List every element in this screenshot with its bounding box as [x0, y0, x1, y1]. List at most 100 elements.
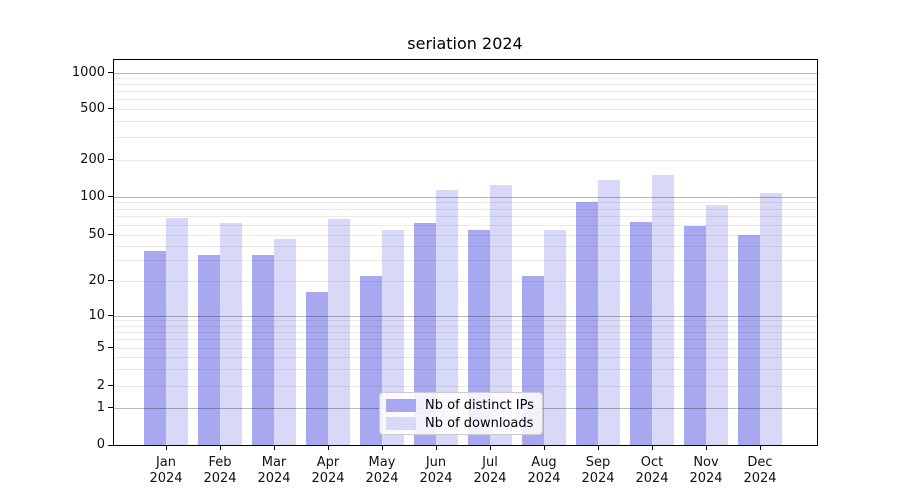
plot-area	[114, 60, 817, 445]
y-tick-mark	[108, 444, 113, 446]
bar-nb-of-downloads	[220, 222, 242, 445]
x-tick-label: Jun 2024	[419, 455, 453, 486]
bar-nb-of-distinct-ips	[414, 222, 436, 445]
gridline-minor	[114, 356, 817, 358]
gridline-minor	[114, 224, 817, 226]
gridline-minor	[114, 208, 817, 210]
x-tick-mark	[435, 445, 437, 450]
x-tick-mark	[381, 445, 383, 450]
gridline-minor	[114, 245, 817, 247]
x-tick-label: Apr 2024	[311, 455, 345, 486]
gridline-minor	[114, 260, 817, 262]
y-tick-label: 10	[88, 307, 105, 323]
y-tick-label: 0	[96, 437, 105, 452]
x-tick-mark	[651, 445, 653, 450]
bar-nb-of-downloads	[328, 219, 350, 445]
gridline-minor	[114, 234, 817, 236]
legend-swatch-nb-of-distinct-ips	[386, 399, 416, 412]
x-tick-label: Feb 2024	[203, 455, 237, 486]
gridline-minor	[114, 91, 817, 93]
y-tick-label: 2	[96, 377, 105, 393]
y-tick-mark	[108, 385, 113, 387]
bar-nb-of-downloads	[436, 190, 458, 445]
gridline-minor	[114, 325, 817, 327]
gridline-major	[114, 196, 817, 198]
legend-item: Nb of distinct IPs	[386, 397, 542, 414]
y-tick-label: 5	[96, 339, 105, 355]
bar-nb-of-downloads	[490, 185, 512, 445]
bar-nb-of-distinct-ips	[738, 234, 760, 445]
legend-item: Nb of downloads	[386, 415, 542, 432]
gridline-minor	[114, 216, 817, 218]
y-tick-mark	[108, 407, 113, 408]
gridline-minor	[114, 159, 817, 161]
chart-title: seriation 2024	[407, 34, 523, 53]
bar-nb-of-distinct-ips	[468, 230, 490, 445]
gridline-minor	[114, 320, 817, 322]
x-tick-label: Mar 2024	[257, 455, 291, 486]
y-tick-label: 500	[80, 100, 105, 116]
y-tick-mark	[108, 159, 113, 160]
x-tick-label: Oct 2024	[635, 455, 669, 486]
bar-nb-of-distinct-ips	[684, 226, 706, 445]
bar-nb-of-downloads	[706, 205, 728, 445]
bar-nb-of-downloads	[382, 230, 404, 445]
legend-label: Nb of downloads	[425, 416, 534, 431]
y-tick-label: 200	[80, 151, 105, 167]
y-tick-label: 20	[88, 272, 105, 288]
y-tick-label: 50	[88, 226, 105, 242]
x-tick-mark	[219, 445, 221, 450]
bar-nb-of-distinct-ips	[144, 250, 166, 445]
gridline-minor	[114, 385, 817, 387]
x-tick-label: Dec 2024	[743, 455, 777, 486]
bar-nb-of-downloads	[760, 193, 782, 445]
gridline-minor	[114, 280, 817, 282]
x-tick-label: Nov 2024	[689, 455, 723, 486]
y-tick-mark	[108, 315, 113, 316]
y-tick-mark	[108, 196, 113, 197]
bar-nb-of-distinct-ips	[306, 291, 328, 445]
x-tick-mark	[759, 445, 761, 450]
x-tick-label: May 2024	[365, 455, 399, 486]
bar-nb-of-downloads	[652, 174, 674, 445]
legend-label: Nb of distinct IPs	[425, 398, 534, 413]
y-tick-mark	[108, 108, 113, 109]
x-tick-mark	[165, 445, 167, 450]
y-tick-mark	[108, 280, 113, 281]
x-tick-mark	[597, 445, 599, 450]
y-tick-label: 1000	[71, 64, 105, 80]
gridline-minor	[114, 84, 817, 86]
gridline-minor	[114, 202, 817, 204]
y-tick-mark	[108, 234, 113, 235]
bar-nb-of-distinct-ips	[630, 221, 652, 445]
bar-nb-of-downloads	[544, 230, 566, 445]
bar-nb-of-downloads	[166, 218, 188, 445]
bar-nb-of-distinct-ips	[360, 275, 382, 445]
bar-nb-of-downloads	[598, 180, 620, 445]
x-tick-label: Aug 2024	[527, 455, 561, 486]
gridline-minor	[114, 339, 817, 341]
gridline-minor	[114, 368, 817, 370]
x-tick-mark	[705, 445, 707, 450]
y-tick-mark	[108, 347, 113, 349]
legend-swatch-nb-of-downloads	[386, 417, 416, 430]
x-tick-mark	[327, 445, 329, 450]
gridline-major	[114, 72, 817, 74]
bar-nb-of-distinct-ips	[198, 255, 220, 445]
bar-nb-of-distinct-ips	[252, 255, 274, 445]
gridline-minor	[114, 77, 817, 79]
x-tick-mark	[273, 445, 275, 450]
x-tick-label: Sep 2024	[581, 455, 615, 486]
gridline-minor	[114, 108, 817, 110]
gridline-minor	[114, 332, 817, 334]
x-tick-mark	[489, 445, 491, 450]
bar-nb-of-distinct-ips	[576, 202, 598, 445]
x-tick-mark	[543, 445, 545, 450]
gridline-minor	[114, 136, 817, 138]
legend: Nb of distinct IPs Nb of downloads	[379, 392, 543, 435]
bar-nb-of-downloads	[274, 238, 296, 445]
gridline-minor	[114, 347, 817, 349]
x-tick-label: Jan 2024	[149, 455, 183, 486]
y-tick-label: 100	[80, 188, 105, 204]
